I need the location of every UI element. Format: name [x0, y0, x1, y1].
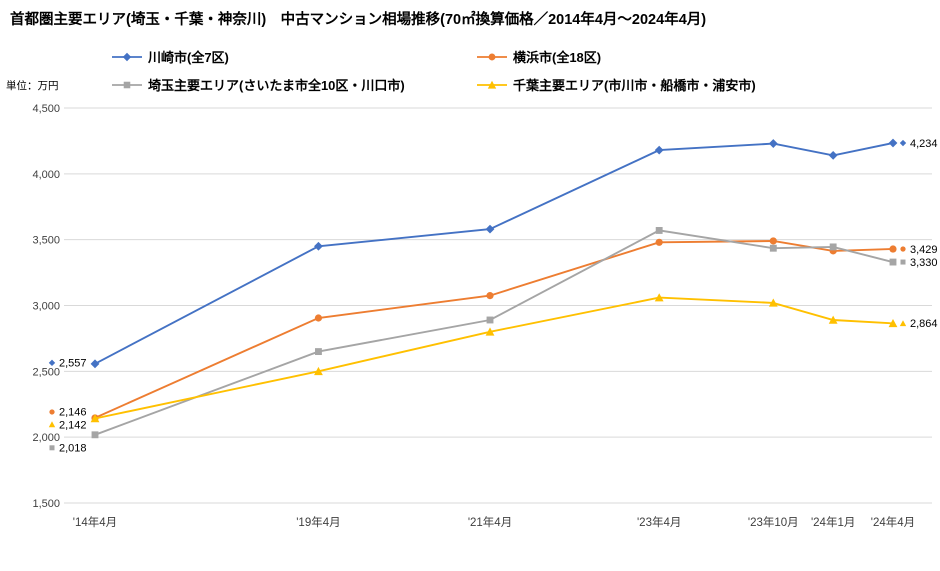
circle-label-key-icon	[49, 409, 55, 415]
square-point-marker-icon	[769, 244, 777, 252]
legend-item: 千葉主要エリア(市川市・船橋市・浦安市)	[477, 75, 756, 94]
diamond-point-marker-icon	[654, 145, 664, 155]
legend-label: 千葉主要エリア(市川市・船橋市・浦安市)	[513, 78, 756, 93]
square-point-marker-icon	[889, 258, 897, 266]
diamond-point-marker-icon	[485, 224, 495, 234]
diamond-label-key-icon	[899, 139, 907, 147]
start-data-label: 2,557	[59, 358, 87, 370]
y-axis-tick-label: 1,500	[32, 498, 60, 510]
circle-label-key-icon	[900, 246, 906, 252]
start-data-label: 2,146	[59, 407, 87, 419]
y-axis-tick-label: 2,500	[32, 366, 60, 378]
legend-item: 川崎市(全7区)	[112, 47, 477, 66]
diamond-label-key-icon	[48, 359, 56, 367]
series-line	[94, 296, 894, 420]
start-data-label: 2,018	[59, 443, 87, 455]
square-point-marker-icon	[91, 431, 99, 439]
x-axis-tick-label: '19年4月	[296, 515, 340, 529]
legend-label: 川崎市(全7区)	[148, 50, 229, 65]
triangle-point-marker-icon	[485, 327, 495, 336]
triangle-legend-marker-icon	[487, 80, 497, 89]
circle-point-marker-icon	[769, 237, 777, 245]
triangle-point-marker-icon	[888, 319, 898, 328]
x-axis-tick-label: '14年4月	[73, 515, 117, 529]
triangle-point-marker-icon	[90, 414, 100, 423]
diamond-point-marker-icon	[888, 138, 898, 148]
x-axis-tick-label: '23年10月	[748, 515, 799, 529]
y-axis-tick-label: 3,500	[32, 235, 60, 247]
start-data-label: 2,142	[59, 419, 87, 431]
circle-legend-marker-icon	[488, 53, 496, 60]
square-point-marker-icon	[829, 243, 837, 251]
diamond-point-marker-icon	[90, 359, 100, 369]
y-axis-tick-label: 3,000	[32, 301, 60, 313]
chart-legend: 川崎市(全7区) 横浜市(全18区) 埼玉主要エリア(さいたま市全10区・川口市) 千…	[112, 47, 756, 94]
legend-label: 埼玉主要エリア(さいたま市全10区・川口市)	[148, 78, 405, 93]
circle-point-marker-icon	[655, 238, 663, 246]
legend-label: 横浜市(全18区)	[513, 50, 602, 65]
circle-point-marker-icon	[486, 292, 494, 300]
y-axis-tick-label: 4,000	[32, 169, 60, 181]
legend-item: 横浜市(全18区)	[477, 47, 756, 66]
square-label-key-icon	[49, 445, 55, 451]
triangle-label-key-icon	[48, 421, 56, 428]
legend-item: 埼玉主要エリア(さいたま市全10区・川口市)	[112, 75, 477, 94]
chart-title: 首都圏主要エリア(埼玉・千葉・神奈川) 中古マンション相場推移(70㎡換算価格／…	[10, 12, 707, 28]
series-line	[94, 240, 894, 419]
circle-point-marker-icon	[314, 314, 323, 322]
series-line	[94, 229, 894, 436]
square-point-marker-icon	[655, 227, 663, 234]
x-axis-tick-label: '24年4月	[871, 515, 915, 529]
end-data-label: 3,429	[910, 244, 938, 256]
triangle-point-marker-icon	[768, 298, 778, 307]
triangle-point-marker-icon	[828, 315, 838, 324]
y-axis-tick-label: 2,000	[32, 432, 60, 444]
diamond-point-marker-icon	[314, 241, 323, 251]
y-axis-unit-label: 単位：万円	[6, 80, 59, 92]
square-legend-marker-icon	[123, 81, 131, 88]
diamond-legend-key-icon	[112, 52, 142, 61]
triangle-point-marker-icon	[314, 366, 323, 376]
x-axis-tick-label: '23年4月	[637, 515, 681, 529]
triangle-label-key-icon	[899, 320, 907, 327]
x-axis-tick-label: '24年1月	[811, 515, 855, 529]
y-axis-tick-label: 4,500	[32, 103, 60, 115]
end-data-label: 4,234	[910, 138, 938, 150]
diamond-point-marker-icon	[828, 151, 838, 160]
circle-point-marker-icon	[889, 245, 897, 253]
triangle-point-marker-icon	[654, 293, 664, 302]
square-point-marker-icon	[486, 316, 494, 324]
circle-legend-key-icon	[477, 53, 507, 60]
x-axis-tick-label: '21年4月	[468, 515, 512, 529]
square-point-marker-icon	[315, 348, 322, 356]
end-data-label: 3,330	[910, 257, 938, 269]
square-legend-key-icon	[112, 81, 142, 88]
end-data-label: 2,864	[910, 318, 938, 330]
square-label-key-icon	[900, 259, 906, 265]
diamond-point-marker-icon	[768, 139, 778, 148]
triangle-legend-key-icon	[477, 80, 507, 89]
